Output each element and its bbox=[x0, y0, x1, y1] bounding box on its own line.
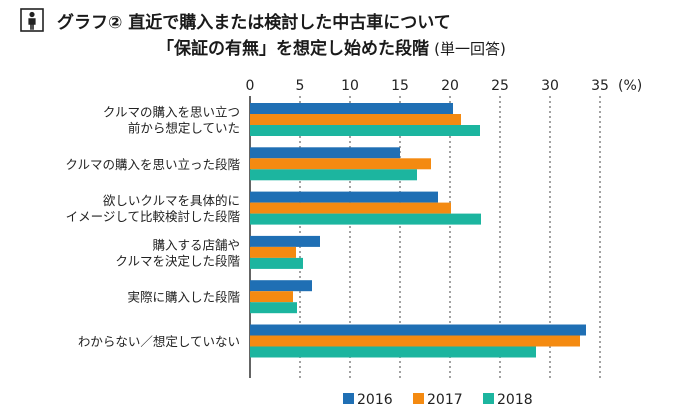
bar-2018-cat3 bbox=[250, 213, 481, 225]
chart-title-line1: グラフ② 直近で購入または検討した中古車について bbox=[57, 12, 451, 33]
bar-2017-cat4 bbox=[250, 246, 296, 258]
x-tick-label-25: 25 bbox=[491, 78, 509, 94]
legend-swatch-2016 bbox=[343, 393, 354, 404]
chart-title-sub: (単一回答) bbox=[434, 40, 506, 58]
legend-label-2017: 2017 bbox=[427, 392, 463, 408]
category-label-5: 実際に購入した段階 bbox=[127, 290, 240, 305]
legend: 2016 2017 2018 bbox=[343, 392, 533, 408]
bar-2016-cat1 bbox=[250, 103, 453, 114]
bar-2016-cat2 bbox=[250, 147, 400, 159]
header: グラフ② 直近で購入または検討した中古車について 「保証の有無」を想定し始めた段… bbox=[20, 8, 506, 59]
bar-2018-cat4 bbox=[250, 257, 303, 269]
legend-label-2016: 2016 bbox=[357, 392, 393, 408]
x-tick-label-10: 10 bbox=[341, 78, 359, 94]
bar-2018-cat2 bbox=[250, 169, 417, 181]
bar-2018-cat1 bbox=[250, 125, 480, 136]
x-tick-label-20: 20 bbox=[441, 78, 459, 94]
category-label-2: クルマの購入を思い立った段階 bbox=[65, 157, 240, 172]
category-label-6: わからない／想定していない bbox=[78, 334, 240, 349]
category-label-4-line1: 購入する店舗や bbox=[152, 237, 240, 252]
bar-2016-cat3 bbox=[250, 191, 438, 203]
legend-swatch-2018 bbox=[483, 393, 494, 404]
category-label-3-line2: イメージして比較検討した段階 bbox=[66, 209, 241, 224]
unit-label: (%) bbox=[618, 78, 642, 94]
bar-2018-cat5 bbox=[250, 302, 297, 314]
bar-2016-cat5 bbox=[250, 280, 312, 292]
category-label-4-line2: クルマを決定した段階 bbox=[115, 253, 240, 268]
category-labels: クルマの購入を思い立つ前から想定していたクルマの購入を思い立った段階欲しいクルマ… bbox=[65, 105, 240, 350]
bar-2017-cat3 bbox=[250, 202, 451, 214]
bar-2016-cat6 bbox=[250, 324, 586, 336]
category-label-1-line2: 前から想定していた bbox=[128, 121, 240, 136]
bar-2016-cat4 bbox=[250, 235, 320, 247]
x-tick-label-0: 0 bbox=[246, 78, 255, 94]
x-tick-label-15: 15 bbox=[391, 78, 409, 94]
x-tick-label-35: 35 bbox=[591, 78, 609, 94]
bar-2017-cat1 bbox=[250, 114, 461, 125]
person-icon bbox=[28, 11, 36, 30]
bar-2017-cat5 bbox=[250, 291, 293, 303]
category-label-1-line1: クルマの購入を思い立つ bbox=[103, 105, 240, 120]
legend-label-2018: 2018 bbox=[497, 392, 533, 408]
bar-2017-cat2 bbox=[250, 158, 431, 170]
x-tick-label-5: 5 bbox=[296, 78, 305, 94]
x-tick-label-30: 30 bbox=[541, 78, 559, 94]
chart-title-main: 「保証の有無」を想定し始めた段階 bbox=[157, 38, 429, 59]
category-label-3-line1: 欲しいクルマを具体的に bbox=[103, 193, 240, 208]
bars bbox=[250, 103, 586, 358]
legend-swatch-2017 bbox=[413, 393, 424, 404]
bar-2018-cat6 bbox=[250, 346, 536, 358]
chart-title-line2: 「保証の有無」を想定し始めた段階 (単一回答) bbox=[157, 38, 506, 59]
bar-2017-cat6 bbox=[250, 335, 580, 347]
